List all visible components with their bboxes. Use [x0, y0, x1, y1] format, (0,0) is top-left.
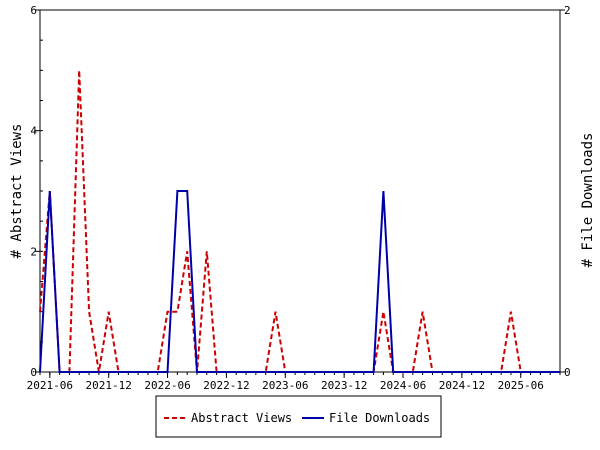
plot-area [39, 9, 561, 373]
x-tick-label: 2021-12 [85, 379, 131, 392]
left-y-tick-label: 0 [30, 366, 37, 379]
left-y-tick-label: 6 [30, 4, 37, 17]
legend-box [155, 395, 442, 438]
right-y-tick-label: 2 [564, 4, 571, 17]
plot-frame [39, 9, 561, 373]
right-y-tick-label: 0 [564, 366, 571, 379]
series-line-file-downloads [39, 190, 560, 373]
right-y-axis: 02 [560, 4, 571, 379]
x-tick-label: 2023-06 [262, 379, 308, 392]
legend-label-abstract-views: Abstract Views [191, 411, 292, 425]
x-tick-label: 2024-06 [380, 379, 426, 392]
legend-label-file-downloads: File Downloads [329, 411, 430, 425]
left-y-axis: 0 2 4 6 [30, 4, 43, 379]
x-tick-label: 2022-12 [203, 379, 249, 392]
left-y-tick-label: 4 [30, 125, 37, 138]
x-tick-label: 2023-12 [321, 379, 367, 392]
right-axis-title: # File Downloads [580, 133, 596, 268]
legend: Abstract Views File Downloads [155, 395, 442, 438]
x-tick-label: 2025-06 [498, 379, 544, 392]
left-axis-title: # Abstract Views [9, 124, 25, 259]
x-tick-label: 2021-06 [27, 379, 73, 392]
series-layer [39, 70, 560, 373]
x-tick-label: 2024-12 [439, 379, 485, 392]
x-tick-label: 2022-06 [144, 379, 190, 392]
x-axis: 2021-06 2021-12 2022-06 2022-12 2023-06 2023-… [27, 372, 561, 392]
left-y-tick-label: 2 [30, 245, 37, 258]
